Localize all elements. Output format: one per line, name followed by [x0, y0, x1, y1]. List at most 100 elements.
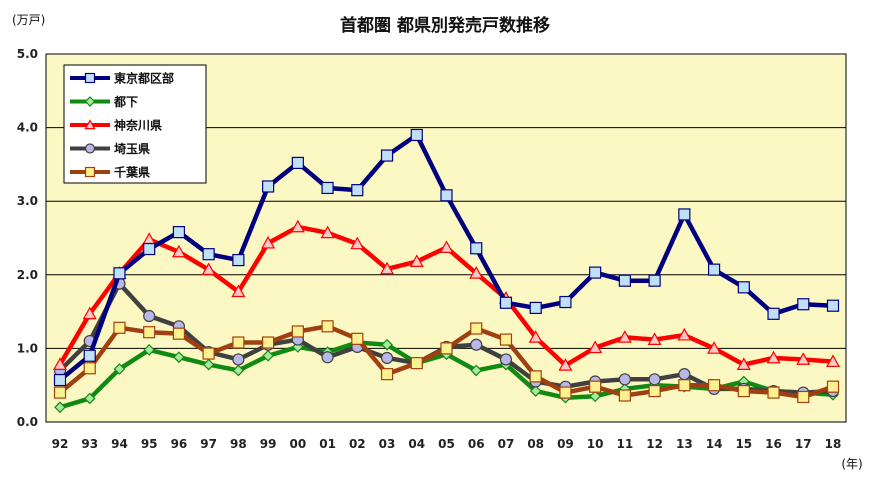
x-tick-label: 15 [735, 437, 752, 451]
data-point: 千葉県 09: 0.4 [559, 386, 572, 399]
data-point: 神奈川県 99: 2.43 [261, 235, 276, 249]
data-point: 神奈川県 16: 0.87 [766, 350, 781, 364]
y-tick-label: 3.0 [17, 194, 38, 208]
data-point: 東京都区部 14: 2.07 [707, 263, 721, 276]
data-point: 千葉県 00: 1.23 [291, 325, 304, 338]
data-point: 千葉県 17: 0.34 [797, 390, 810, 404]
data-point: 東京都区部 99: 3.2 [262, 180, 275, 193]
x-tick-label: 95 [141, 437, 158, 451]
data-point: 千葉県 11: 0.36 [618, 389, 631, 402]
legend-label: 神奈川県 [114, 118, 162, 133]
x-tick-label: 99 [260, 437, 277, 451]
legend-marker [84, 72, 96, 84]
data-point: 神奈川県 18: 0.82 [825, 354, 841, 368]
data-point: 埼玉県 06: 1.05 [470, 338, 483, 351]
data-point: 神奈川県 00: 2.65 [290, 219, 305, 233]
data-point: 埼玉県 11: 0.58 [618, 373, 631, 386]
x-tick-label: 05 [438, 437, 455, 451]
data-point: 都下 10: 0.35 [589, 390, 602, 403]
data-point: 千葉県 04: 0.8 [410, 357, 423, 370]
data-point: 千葉県 99: 1.08 [262, 336, 275, 349]
data-point: 東京都区部 16: 1.47 [767, 307, 780, 320]
data-point: 千葉県 06: 1.27 [470, 322, 483, 335]
chart-title: 首都圏 都県別発売戸数推移 [340, 15, 550, 36]
legend-label: 埼玉県 [114, 141, 150, 156]
data-point: 都下 93: 0.32 [83, 392, 96, 405]
x-tick-label: 04 [408, 437, 425, 451]
data-point: 東京都区部 00: 3.52 [291, 156, 304, 170]
data-point: 神奈川県 09: 0.77 [558, 358, 573, 371]
data-point: 東京都区部 93: 0.9 [83, 349, 96, 362]
data-point: 東京都区部 13: 2.82 [678, 208, 691, 221]
data-point: 都下 98: 0.7 [232, 364, 245, 377]
data-point: 埼玉県 98: 0.85 [232, 353, 245, 366]
data-point: 千葉県 98: 1.08 [232, 336, 245, 349]
data-point: 神奈川県 10: 1.01 [588, 340, 603, 354]
legend-marker [84, 96, 96, 107]
data-point: 神奈川県 13: 1.18 [677, 327, 692, 341]
data-point: 東京都区部 94: 2.02 [113, 267, 126, 280]
data-point: 神奈川県 92: 0.78 [52, 357, 68, 370]
data-point: 都下 99: 0.9 [262, 349, 274, 362]
data-point: 東京都区部 96: 2.58 [172, 226, 186, 239]
x-tick-label: 10 [587, 437, 604, 451]
data-point: 神奈川県 08: 1.15 [528, 330, 543, 343]
data-point: 都下 03: 1.05 [381, 338, 393, 351]
data-point: 埼玉県 01: 0.88 [321, 351, 334, 364]
x-tick-label: 17 [795, 437, 812, 451]
data-point: 神奈川県 93: 1.47 [82, 306, 97, 320]
data-point: 埼玉県 07: 0.85 [499, 353, 513, 366]
x-tick-label: 00 [289, 437, 306, 451]
data-point: 都下 92: 0.2 [54, 401, 66, 414]
x-tick-label: 06 [468, 437, 485, 451]
data-point: 東京都区部 15: 1.83 [737, 281, 750, 294]
data-point: 神奈川県 98: 1.77 [231, 284, 246, 298]
legend-label: 東京都区部 [114, 71, 174, 86]
y-tick-label: 4.0 [17, 121, 38, 135]
legend-marker [84, 119, 96, 130]
x-tick-label: 92 [52, 437, 69, 451]
data-point: 千葉県 10: 0.48 [589, 380, 602, 393]
data-point: 千葉県 97: 0.93 [202, 347, 215, 360]
data-point: 神奈川県 15: 0.78 [736, 357, 751, 370]
x-tick-label: 11 [617, 437, 634, 451]
y-tick-label: 5.0 [17, 47, 38, 61]
legend-marker [84, 166, 96, 178]
data-point: 神奈川県 03: 2.08 [380, 261, 395, 275]
x-tick-label: 93 [81, 437, 98, 451]
data-point: 千葉県 08: 0.62 [529, 370, 542, 383]
data-point: 千葉県 13: 0.5 [678, 379, 691, 392]
x-tick-label: 13 [676, 437, 693, 451]
data-point: 埼玉県 03: 0.87 [380, 351, 394, 365]
legend-item: 埼玉県 [70, 141, 150, 156]
data-point: 千葉県 12: 0.42 [648, 384, 661, 398]
data-point: 神奈川県 14: 1 [707, 341, 722, 354]
data-point: 千葉県 01: 1.3 [321, 320, 334, 333]
data-point: 千葉県 02: 1.13 [351, 332, 364, 345]
data-point: 都下 08: 0.42 [529, 385, 542, 397]
data-point: 千葉県 03: 0.65 [380, 368, 394, 381]
data-point: 神奈川県 05: 2.37 [439, 240, 454, 253]
data-point: 東京都区部 06: 2.36 [470, 242, 483, 255]
data-point: 都下 94: 0.72 [113, 363, 126, 375]
data-point: 千葉県 92: 0.4 [53, 386, 67, 399]
legend-item: 神奈川県 [70, 118, 162, 133]
data-point: 神奈川県 06: 2.02 [469, 266, 484, 279]
data-point: 都下 95: 0.98 [143, 344, 156, 356]
y-tick-label: 1.0 [17, 341, 38, 355]
x-tick-label: 12 [646, 437, 663, 451]
y-axis-unit: (万戸) [12, 13, 45, 27]
data-point: 東京都区部 08: 1.55 [529, 301, 542, 315]
x-axis-unit: (年) [841, 457, 862, 471]
y-tick-label: 2.0 [17, 268, 38, 282]
data-point: 東京都区部 09: 1.63 [559, 295, 572, 309]
data-point: 東京都区部 18: 1.58 [826, 299, 840, 312]
data-point: 東京都区部 10: 2.03 [589, 266, 602, 279]
x-tick-label: 94 [111, 437, 128, 451]
data-point: 千葉県 14: 0.5 [707, 379, 721, 392]
data-point: 神奈川県 96: 2.31 [171, 244, 186, 258]
data-point: 千葉県 16: 0.4 [767, 386, 780, 399]
data-point: 東京都区部 17: 1.6 [797, 298, 810, 311]
